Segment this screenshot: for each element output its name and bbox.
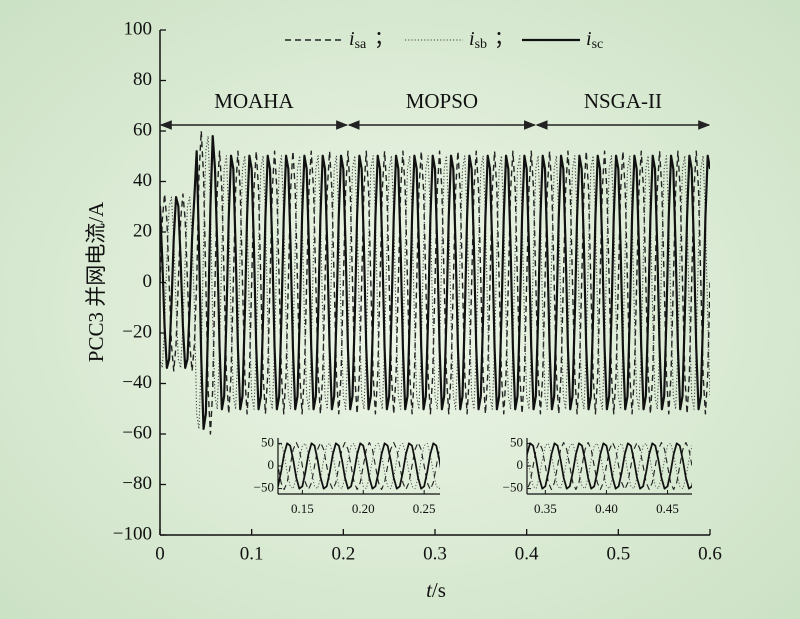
inset-y-tick-label: 0 bbox=[268, 457, 275, 472]
x-axis-label: t/s bbox=[426, 578, 446, 602]
x-tick-label: 0.4 bbox=[515, 543, 539, 564]
y-tick-label: −80 bbox=[122, 473, 152, 494]
inset-x-tick-label: 0.40 bbox=[595, 501, 618, 516]
y-tick-label: −40 bbox=[122, 372, 152, 393]
legend-label: isb bbox=[469, 28, 487, 53]
y-tick-label: 0 bbox=[143, 271, 153, 292]
y-tick-label: 60 bbox=[133, 119, 152, 140]
legend-separator: ； bbox=[494, 28, 514, 50]
region-label: MOAHA bbox=[214, 89, 294, 113]
x-tick-label: 0.5 bbox=[606, 543, 630, 564]
series-group bbox=[527, 441, 692, 491]
y-tick-label: 100 bbox=[124, 18, 153, 39]
legend-label: isc bbox=[586, 28, 603, 53]
inset-x-tick-label: 0.35 bbox=[534, 501, 557, 516]
y-axis-label: PCC3 并网电流/A bbox=[84, 201, 108, 362]
inset-x-tick-label: 0.15 bbox=[291, 501, 314, 516]
inset-y-tick-label: −50 bbox=[503, 480, 523, 495]
y-tick-label: −60 bbox=[122, 422, 152, 443]
region-label: MOPSO bbox=[406, 89, 478, 113]
legend-label: isa bbox=[349, 28, 367, 53]
series-line bbox=[527, 441, 692, 491]
x-tick-label: 0.1 bbox=[240, 543, 264, 564]
inset-x-tick-label: 0.45 bbox=[656, 501, 679, 516]
y-tick-label: 80 bbox=[133, 69, 152, 90]
legend-separator: ； bbox=[374, 28, 394, 50]
inset-y-tick-label: 50 bbox=[510, 434, 523, 449]
y-tick-label: −20 bbox=[122, 321, 152, 342]
x-tick-label: 0.2 bbox=[331, 543, 355, 564]
series-line bbox=[527, 442, 692, 490]
x-tick-label: 0 bbox=[155, 543, 165, 564]
region-label: NSGA-II bbox=[584, 89, 662, 113]
inset-y-tick-label: −50 bbox=[254, 480, 274, 495]
series-line bbox=[160, 134, 710, 431]
series-group bbox=[278, 441, 440, 491]
x-tick-label: 0.3 bbox=[423, 543, 447, 564]
x-tick-label: 0.6 bbox=[698, 543, 722, 564]
y-tick-label: −100 bbox=[113, 523, 152, 544]
series-group bbox=[160, 130, 710, 435]
y-tick-label: 20 bbox=[133, 220, 152, 241]
y-tick-label: 40 bbox=[133, 170, 152, 191]
inset-x-tick-label: 0.20 bbox=[352, 501, 375, 516]
series-line bbox=[160, 130, 710, 435]
inset-x-tick-label: 0.25 bbox=[413, 501, 436, 516]
series-line bbox=[160, 135, 710, 430]
inset-y-tick-label: 0 bbox=[517, 457, 524, 472]
series-line bbox=[278, 442, 440, 490]
series-line bbox=[527, 442, 692, 490]
inset-y-tick-label: 50 bbox=[261, 434, 274, 449]
